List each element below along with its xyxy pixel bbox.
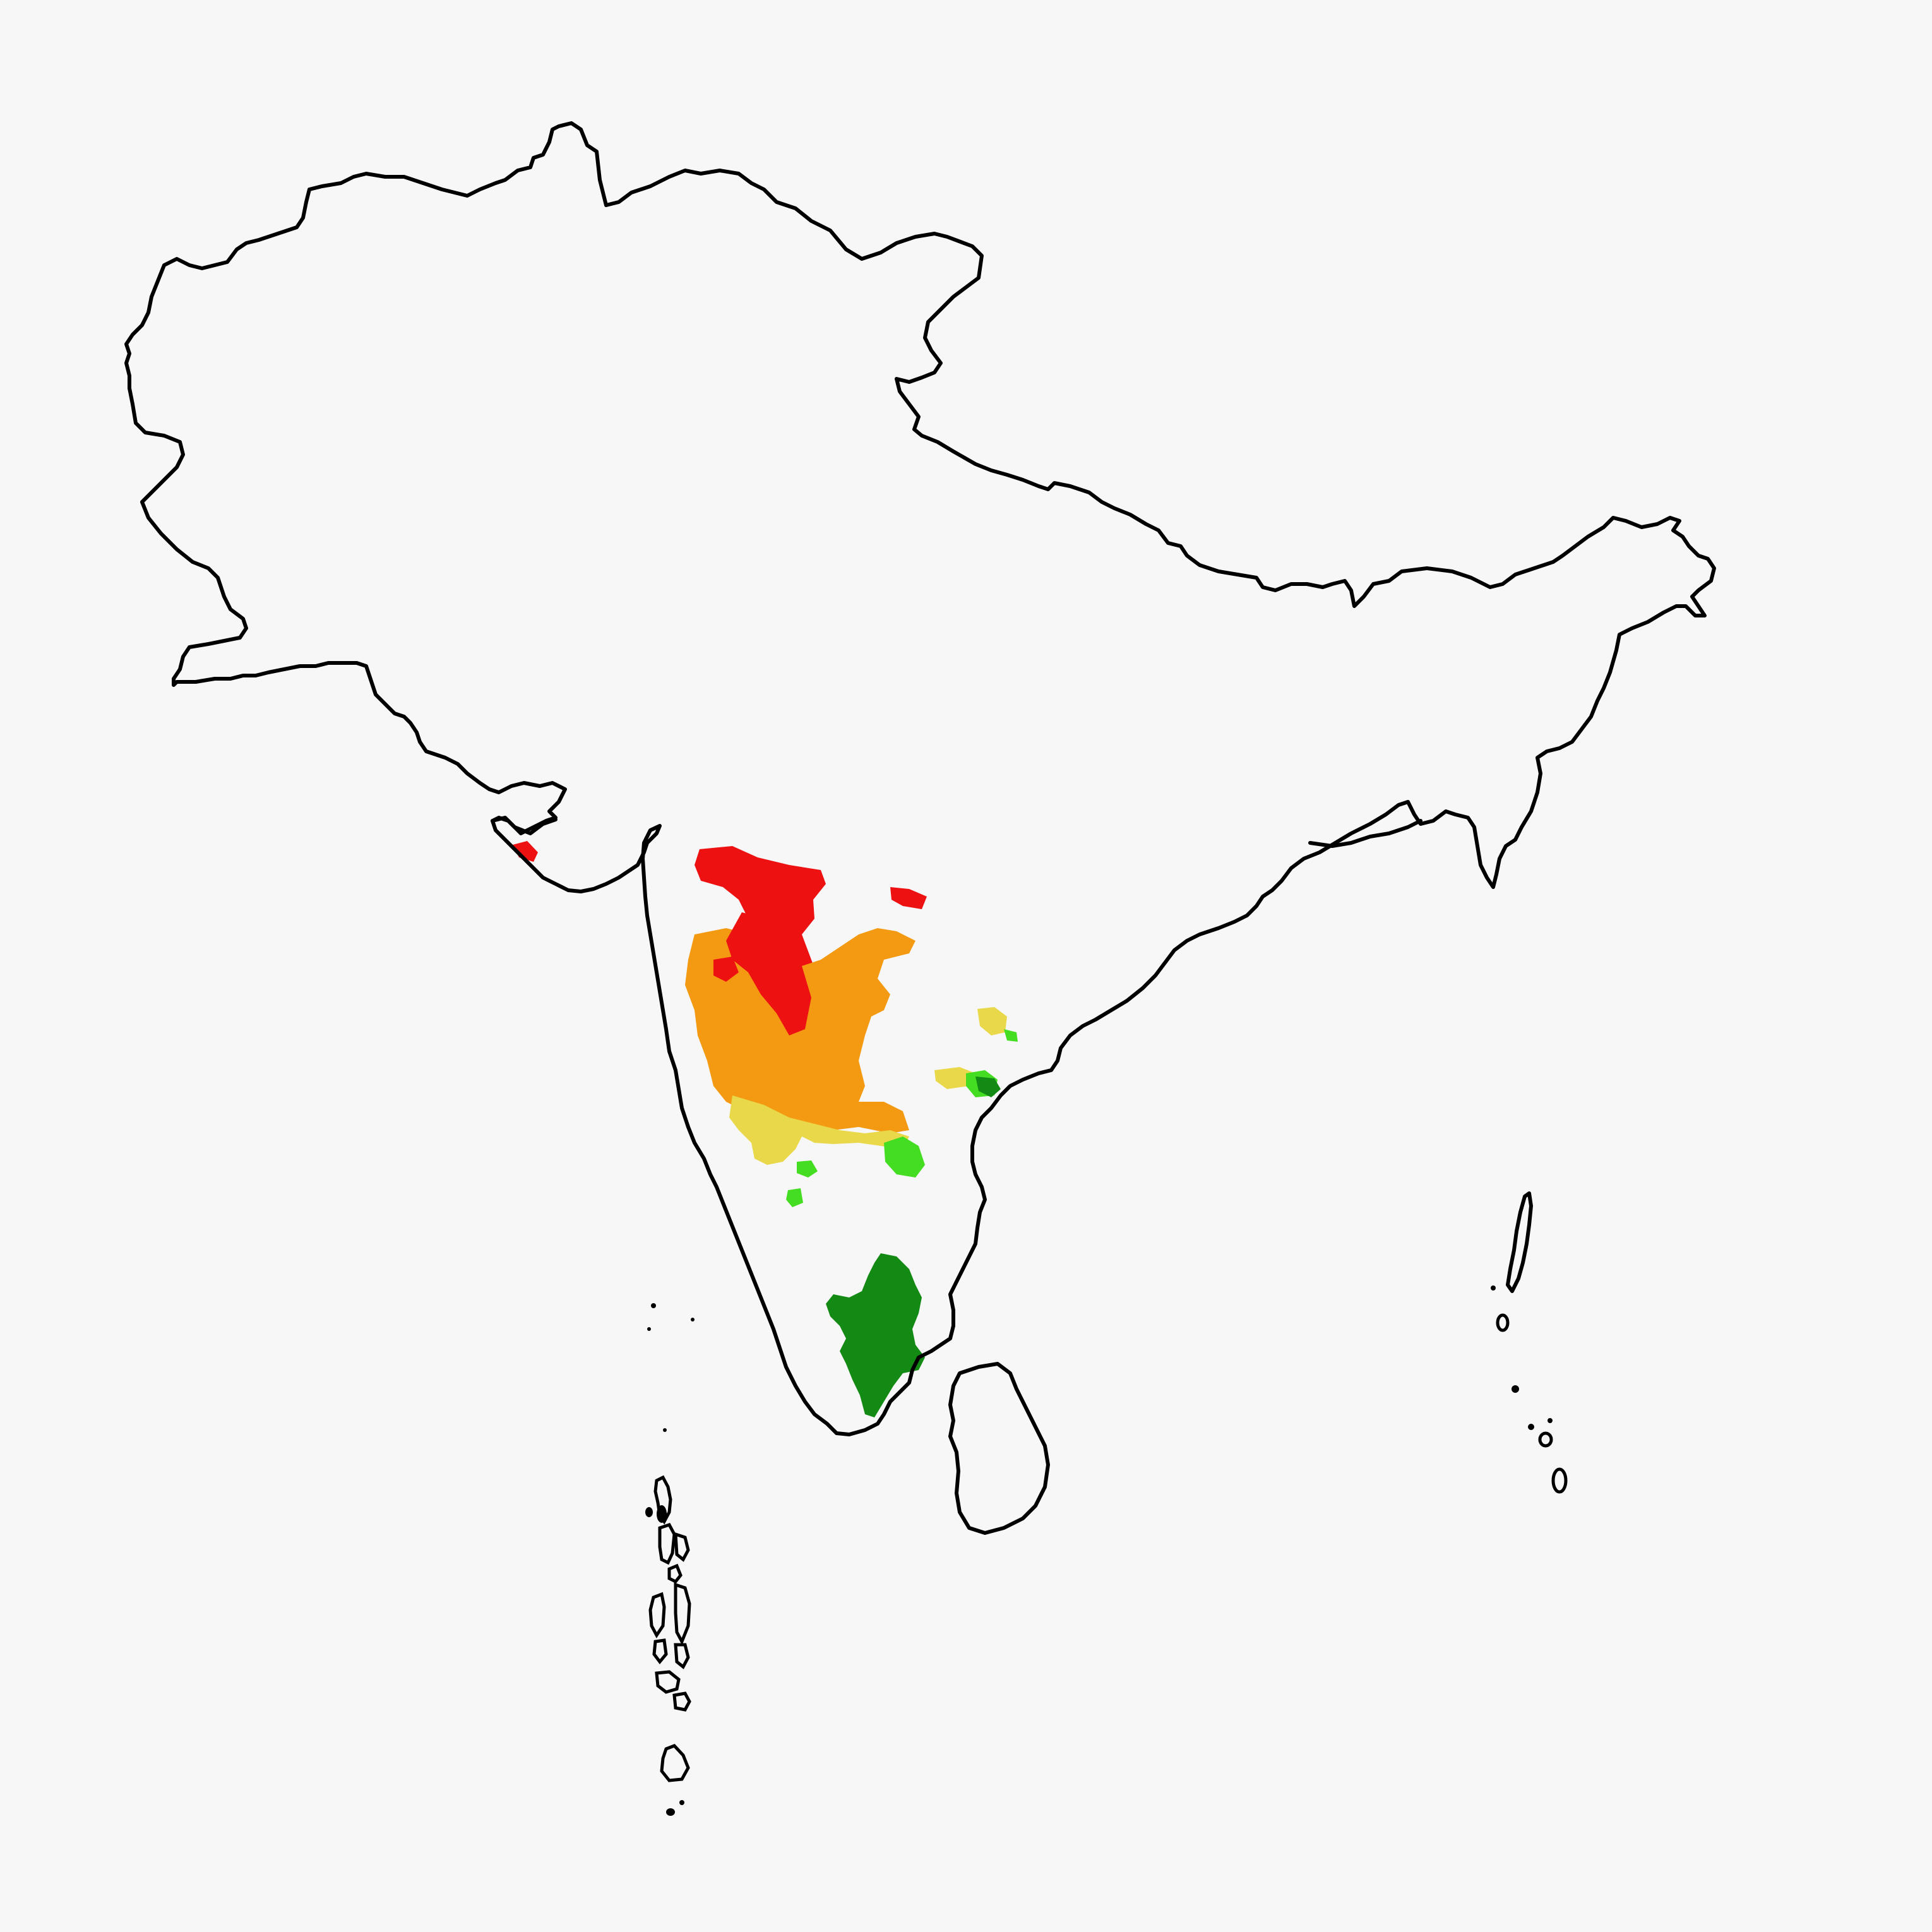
region-south-deccan [729,1095,909,1165]
andaman-nicobar-islands [1491,1191,1568,1494]
region-central-overlay-red [726,912,811,1035]
region-tamil-nadu-interior [826,1253,925,1417]
kutch-outline [491,816,558,835]
region-east-green-c [1004,1029,1018,1042]
region-east-yellow-a [977,1007,1007,1035]
mainland-outline [124,121,1716,1436]
maldives-islands [645,1475,691,1816]
region-northeast-speck [890,887,927,909]
data-layer [513,841,1018,1417]
region-kutch-patch [513,841,538,862]
region-east-green-b [884,1136,925,1178]
region-east-darkgreen-speck [975,1076,1001,1097]
sundarbans-coast [1308,819,1422,848]
lakshadweep-islands [647,1303,695,1432]
region-east-yellow-b [934,1067,975,1089]
region-central-red-speck [713,957,739,982]
sri-lanka-outline [948,1362,1050,1535]
region-south-green-speck-a [797,1160,818,1178]
region-south-green-speck-b [786,1188,803,1207]
